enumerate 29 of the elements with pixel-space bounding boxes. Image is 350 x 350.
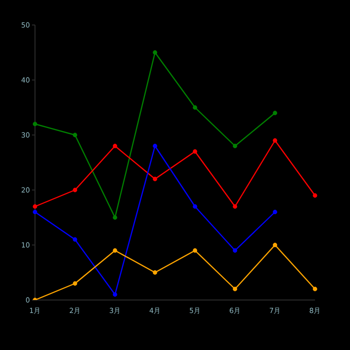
point <box>192 248 198 253</box>
point <box>192 204 198 209</box>
point <box>272 110 278 116</box>
point <box>112 215 118 220</box>
point <box>72 188 78 192</box>
point <box>32 204 38 209</box>
point <box>72 132 78 138</box>
point <box>272 210 278 214</box>
point <box>312 286 318 292</box>
point <box>272 242 278 248</box>
point <box>152 176 158 182</box>
point <box>152 50 158 55</box>
point <box>32 122 38 126</box>
point <box>72 281 78 286</box>
point <box>232 248 238 253</box>
point <box>312 193 318 198</box>
point <box>272 138 278 143</box>
point <box>112 248 118 253</box>
point <box>232 286 238 292</box>
point <box>232 204 238 209</box>
point <box>112 292 118 297</box>
point <box>152 144 158 148</box>
point <box>72 237 78 242</box>
point <box>192 105 198 110</box>
point <box>232 144 238 148</box>
point <box>32 210 38 214</box>
point <box>152 270 158 275</box>
point <box>192 149 198 154</box>
point <box>112 144 118 148</box>
